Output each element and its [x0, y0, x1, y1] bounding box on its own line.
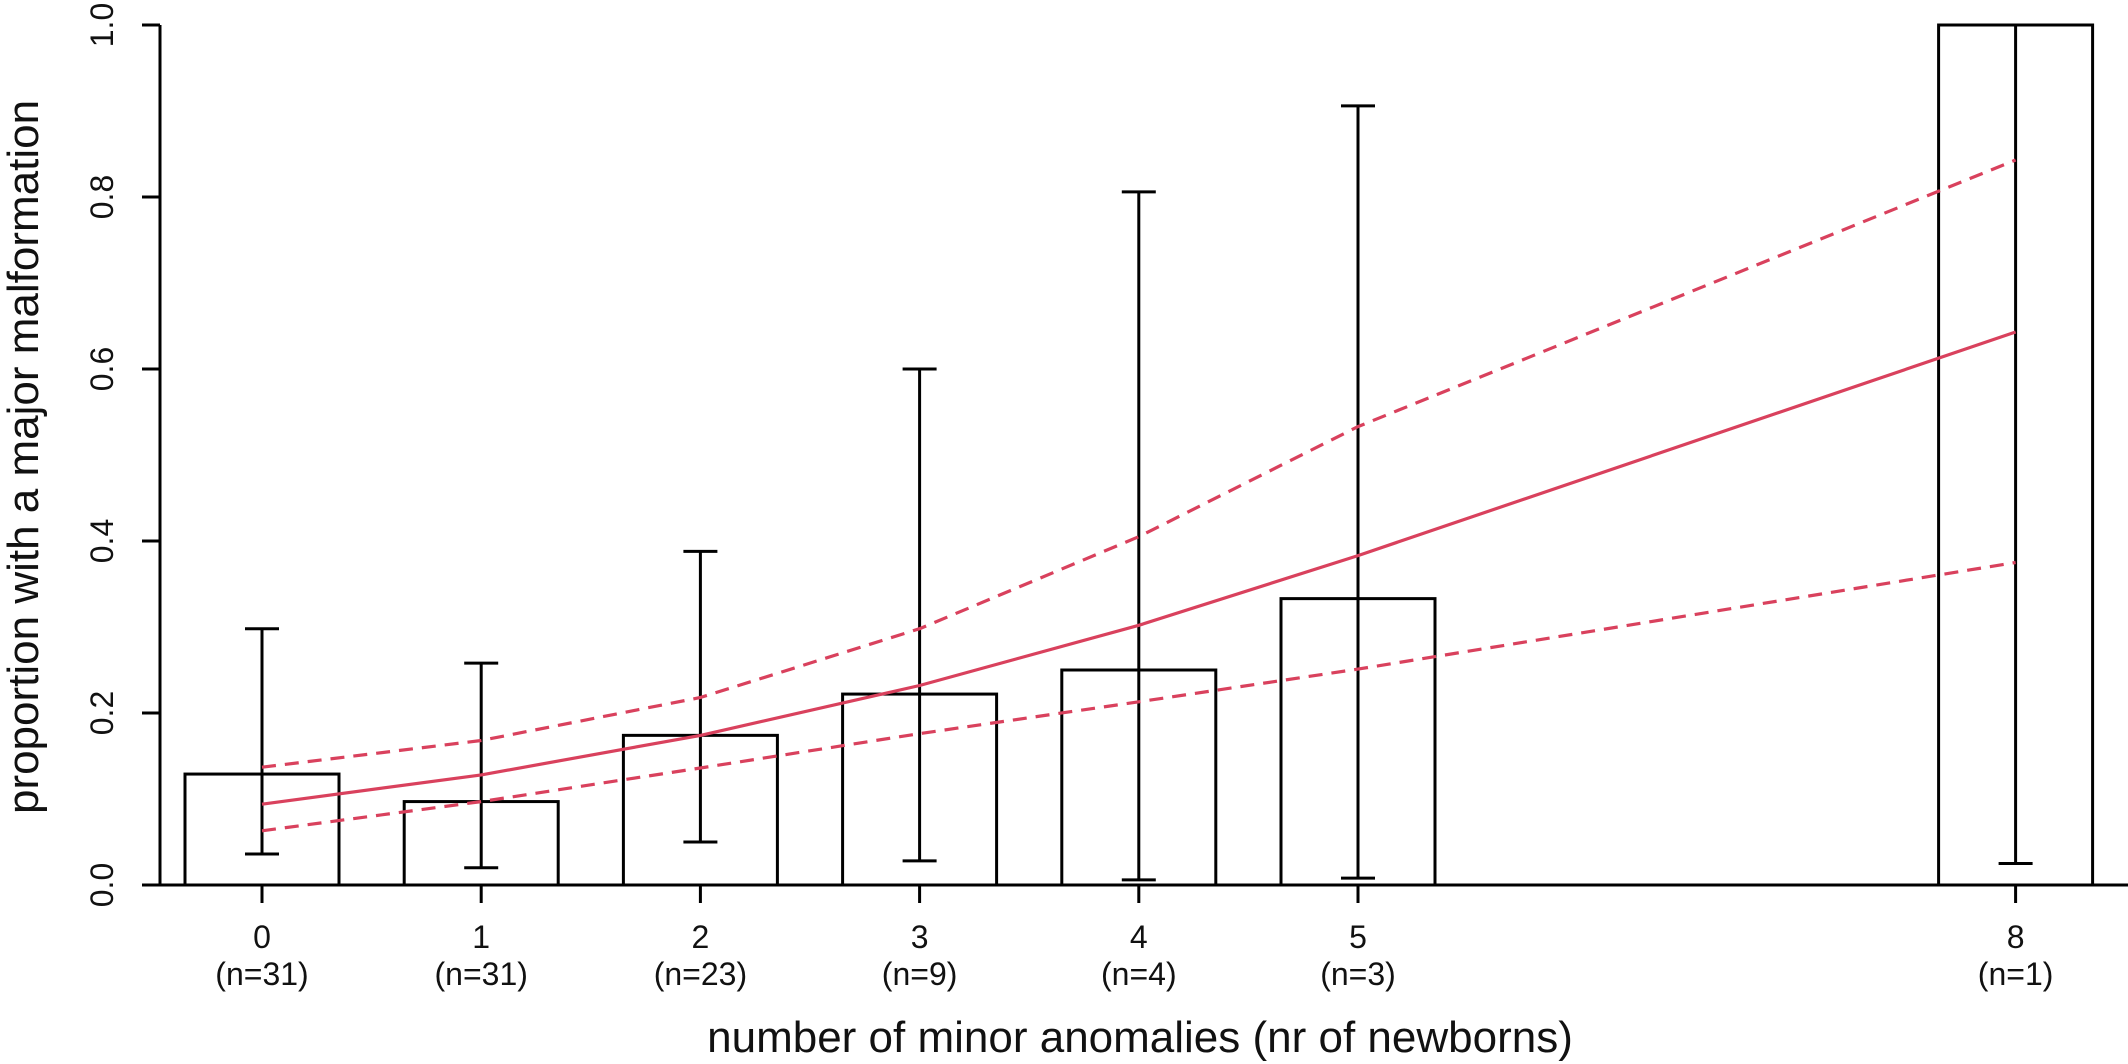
x-tick-sample-size: (n=23): [654, 956, 747, 992]
x-tick-sample-size: (n=1): [1978, 956, 2054, 992]
x-tick-sample-size: (n=9): [882, 956, 958, 992]
x-tick-label: 3: [911, 919, 929, 955]
fitted-line: [261, 330, 2017, 806]
y-axis-title: proportion with a major malformation: [0, 100, 48, 814]
x-tick-label: 4: [1130, 919, 1148, 955]
y-tick-label: 0.8: [84, 175, 120, 219]
y-tick-label: 1.0: [84, 3, 120, 47]
y-tick-label: 0.2: [84, 691, 120, 735]
x-tick-label: 0: [253, 919, 271, 955]
x-tick-sample-size: (n=31): [435, 956, 528, 992]
x-axis-title: number of minor anomalies (nr of newborn…: [707, 1013, 1573, 1062]
x-tick-label: 1: [472, 919, 490, 955]
x-tick-sample-size: (n=3): [1320, 956, 1396, 992]
y-tick-label: 0.6: [84, 347, 120, 391]
x-tick-sample-size: (n=4): [1101, 956, 1177, 992]
x-tick-label: 2: [692, 919, 710, 955]
fit-lower-ci-line: [261, 560, 2016, 833]
x-tick-sample-size: (n=31): [215, 956, 308, 992]
x-tick-label: 8: [2007, 919, 2025, 955]
x-tick-label: 5: [1349, 919, 1367, 955]
y-tick-label: 0.4: [84, 519, 120, 563]
plot-area: 0.00.20.40.60.81.00(n=31)1(n=31)2(n=23)3…: [84, 3, 2128, 992]
y-tick-label: 0.0: [84, 863, 120, 907]
fit-upper-ci-line: [261, 158, 2017, 769]
